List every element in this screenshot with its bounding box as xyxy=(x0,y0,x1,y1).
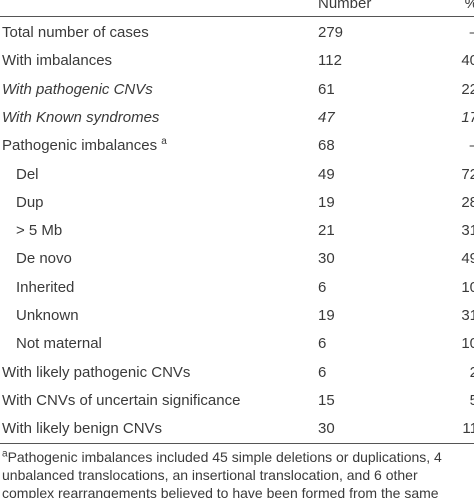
percent-cell: 10 xyxy=(461,335,474,353)
footnote: aPathogenic imbalances included 45 simpl… xyxy=(2,448,470,498)
percent-cell: – xyxy=(418,23,474,43)
row-label-text: De novo xyxy=(16,250,72,268)
row-label: > 5 Mb xyxy=(16,221,62,241)
row-label-text: With Known syndromes xyxy=(2,108,160,126)
percent-cell: 31 xyxy=(461,307,474,324)
number-cell: 49 xyxy=(318,165,335,183)
row-label-text: With pathogenic CNVs xyxy=(2,80,153,98)
row-label: With likely benign CNVs xyxy=(2,419,162,439)
percent-cell: 2 xyxy=(469,363,474,381)
row-label: With pathogenic CNVs xyxy=(2,80,153,100)
row-label-text: Unknown xyxy=(16,307,79,324)
row-label: Unknown xyxy=(16,306,79,326)
row-label-text: Inherited xyxy=(16,278,75,296)
footnote-text: Pathogenic imbalances included 45 simple… xyxy=(2,449,442,498)
row-label-text: Pathogenic imbalances xyxy=(2,137,158,155)
percent-cell: 22 xyxy=(461,80,474,98)
percent-cell: 31 xyxy=(461,222,474,240)
percent-cell: – xyxy=(418,136,474,156)
row-label: Pathogenic imbalances a xyxy=(2,136,167,156)
number-cell: 6 xyxy=(318,363,327,381)
footnote-marker: a xyxy=(2,448,8,460)
number-cell: 15 xyxy=(318,391,335,409)
row-label: With Known syndromes xyxy=(2,108,159,128)
number-cell: 19 xyxy=(318,193,335,211)
row-label: With imbalances xyxy=(2,51,112,71)
number-cell: 61 xyxy=(318,80,335,98)
row-label-text: Dup xyxy=(16,193,44,211)
bottom-rule xyxy=(0,443,474,444)
percent-cell: 72 xyxy=(461,165,474,183)
header-rule xyxy=(0,16,474,17)
column-header: % xyxy=(418,0,474,14)
percent-cell: 17 xyxy=(461,108,474,126)
row-label: Total number of cases xyxy=(2,23,149,43)
row-label-text: With likely benign CNVs xyxy=(2,420,163,438)
row-label-text: With CNVs of uncertain significance xyxy=(2,391,241,409)
number-cell: 6 xyxy=(318,335,327,353)
number-cell: 279 xyxy=(318,24,344,41)
number-cell: 30 xyxy=(318,420,335,438)
percent-cell: 5 xyxy=(469,391,474,409)
row-label-text: Del xyxy=(16,165,39,183)
number-cell: 19 xyxy=(318,307,335,324)
row-label-text: Total number of cases xyxy=(2,24,149,41)
row-label: De novo xyxy=(16,249,72,269)
row-label-text: With imbalances xyxy=(2,52,113,70)
number-cell: 47 xyxy=(318,108,335,126)
row-label: Del xyxy=(16,165,39,185)
number-cell: 21 xyxy=(318,222,335,240)
footnote-marker: a xyxy=(161,136,167,148)
row-label: Not maternal xyxy=(16,334,102,354)
number-cell: 30 xyxy=(318,250,335,268)
row-label: With likely pathogenic CNVs xyxy=(2,363,190,383)
row-label: With CNVs of uncertain significance xyxy=(2,391,240,411)
percent-cell: 10 xyxy=(461,278,474,296)
number-cell: 68 xyxy=(318,137,335,155)
number-cell: 112 xyxy=(318,52,342,70)
row-label-text: With likely pathogenic CNVs xyxy=(2,363,191,381)
percent-cell: 28 xyxy=(461,193,474,211)
row-label-text: Not maternal xyxy=(16,335,102,353)
percent-cell: 49 xyxy=(461,250,474,268)
number-cell: 6 xyxy=(318,278,327,296)
percent-cell: 40 xyxy=(461,52,474,70)
row-label: Inherited xyxy=(16,278,74,298)
row-label: Dup xyxy=(16,193,44,213)
row-label-text: > 5 Mb xyxy=(16,222,63,240)
column-header: Number xyxy=(318,0,372,12)
percent-cell: 11 xyxy=(462,420,474,438)
